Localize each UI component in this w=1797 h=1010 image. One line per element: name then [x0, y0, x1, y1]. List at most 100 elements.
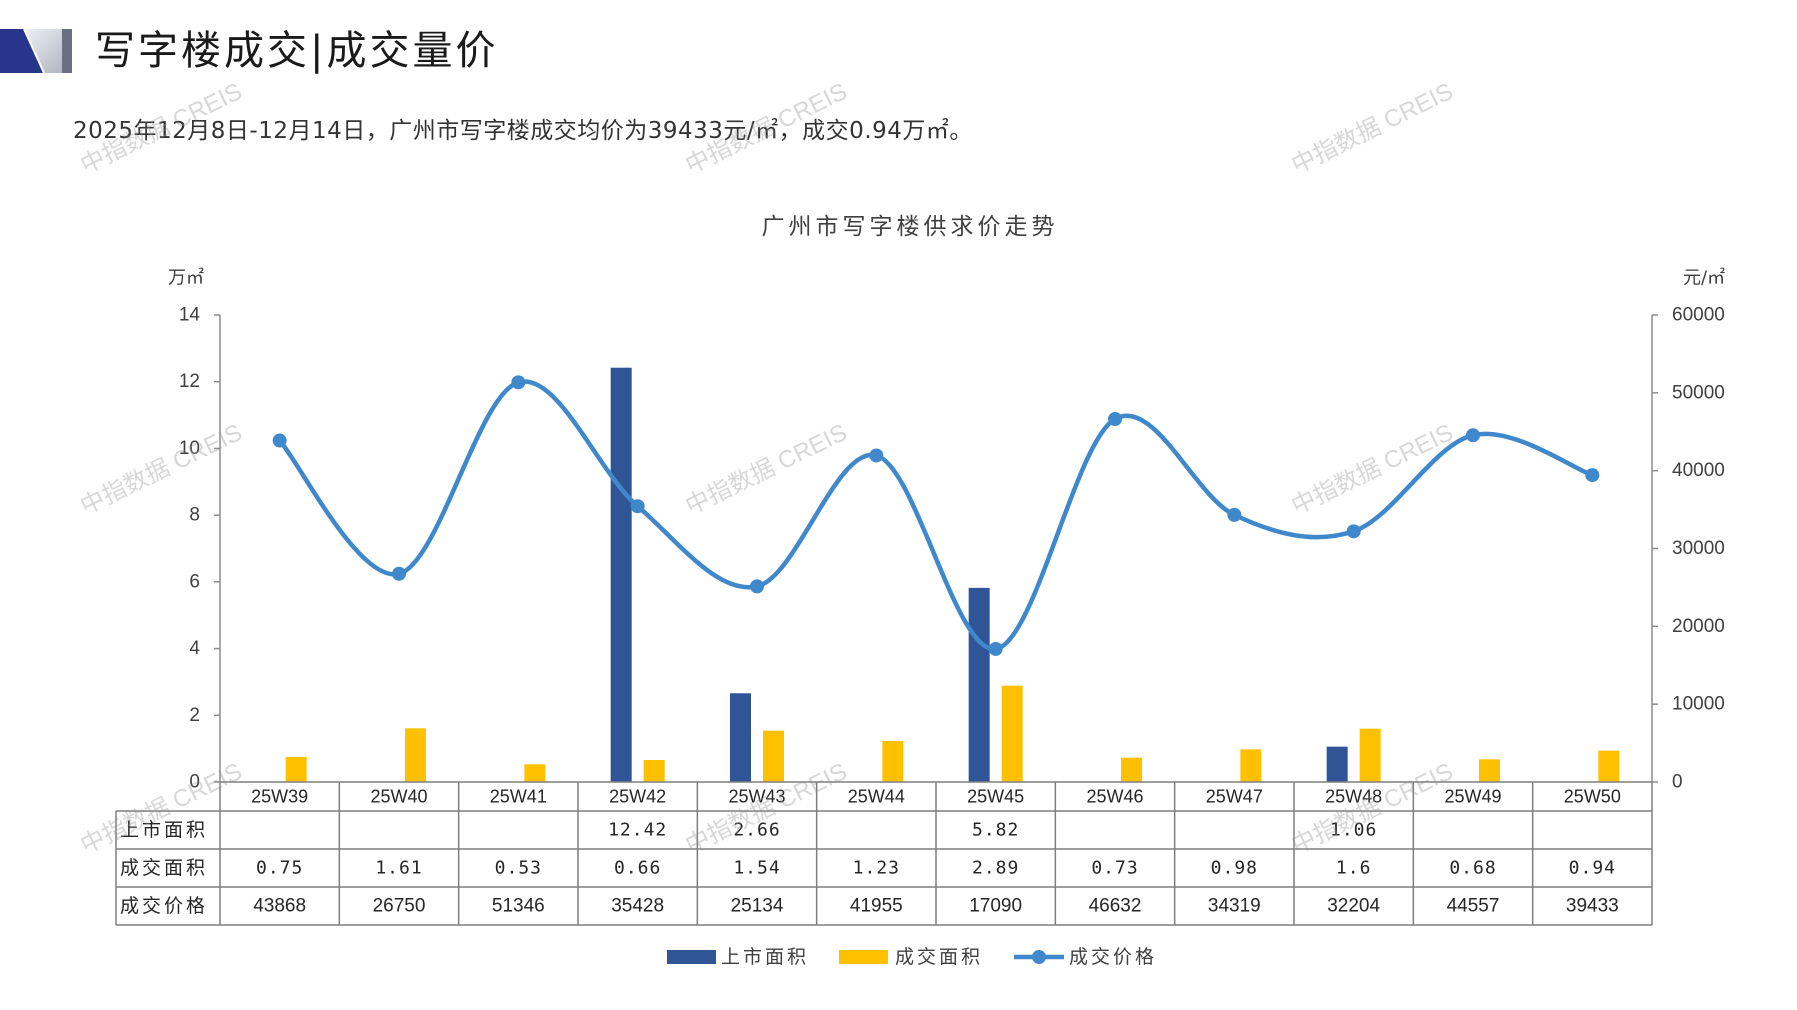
price-marker	[869, 448, 884, 463]
price-marker	[630, 499, 645, 514]
y-right-tick-label: 20000	[1672, 616, 1725, 637]
data-table: 25W39 25W40 25W41 25W42 25W43 25W44 25W45 25W46…	[115, 781, 1653, 926]
y-left-tick-label: 6	[189, 571, 200, 592]
table-value-cell: 39433	[1566, 896, 1619, 917]
price-line	[277, 379, 1595, 652]
table-row-label-supply: 上市面积	[120, 819, 208, 841]
table-value-cell: 0.75	[256, 858, 303, 879]
table-value-cell: 1.54	[733, 858, 780, 879]
y-right-tick-label: 10000	[1672, 694, 1725, 715]
price-marker	[1108, 412, 1122, 427]
y-left-tick-label: 2	[189, 705, 200, 726]
deal-area-bar	[643, 759, 665, 782]
y-right-tick-label: 60000	[1672, 305, 1725, 326]
table-value-cell: 1.61	[375, 858, 422, 879]
page-subtitle: 2025年12月8日-12月14日，广州市写字楼成交均价为39433元/㎡，成交…	[73, 118, 973, 144]
table-value-cell: 41955	[850, 896, 903, 917]
deal-area-bar	[1001, 685, 1023, 782]
price-marker	[272, 433, 287, 448]
table-value-cell: 0.66	[614, 858, 661, 879]
table-value-cell: 1.06	[1330, 820, 1377, 841]
chart-title: 广州市写字楼供求价走势	[762, 214, 1059, 240]
logo-light-shape	[24, 29, 72, 73]
y-left-tick-label: 14	[179, 305, 201, 326]
table-week-label: 25W43	[728, 787, 785, 807]
table-week-label: 25W40	[370, 787, 427, 807]
table-week-label: 25W48	[1325, 787, 1382, 807]
logo-primary-shape	[0, 29, 44, 73]
table-week-label: 25W47	[1206, 787, 1263, 807]
bar-series	[285, 367, 1620, 782]
y-left-axis-unit: 万㎡	[168, 267, 204, 289]
price-marker	[988, 641, 1003, 656]
table-row-label-deal-area: 成交面积	[120, 857, 208, 879]
table-week-label: 25W46	[1086, 787, 1143, 807]
deal-area-bar	[1121, 757, 1142, 782]
legend: 上市面积 成交面积 成交价格	[667, 946, 1157, 968]
y-left-tick-label: 12	[179, 371, 200, 392]
table-value-cell: 26750	[373, 896, 426, 917]
table-value-cell: 2.89	[972, 858, 1019, 879]
table-value-cell: 35428	[611, 896, 664, 917]
legend-swatch-deal-area	[839, 950, 888, 964]
table-week-label: 25W44	[848, 787, 905, 807]
price-marker	[392, 566, 406, 581]
table-value-cell: 0.68	[1449, 858, 1496, 879]
y-right-tick-label: 40000	[1672, 460, 1725, 481]
table-value-cell: 0.73	[1091, 858, 1138, 879]
price-marker	[511, 375, 526, 390]
table-week-label: 25W49	[1444, 787, 1501, 807]
supply-area-bar	[610, 367, 632, 782]
y-right-tick-label: 0	[1672, 772, 1683, 793]
table-week-label: 25W45	[967, 787, 1024, 807]
supply-area-bar	[1326, 746, 1348, 782]
supply-area-bar	[730, 693, 751, 782]
y-left-tick-label: 8	[189, 505, 200, 526]
table-week-label: 25W39	[251, 787, 308, 807]
table-value-cell: 46632	[1089, 896, 1142, 917]
deal-area-bar	[1479, 759, 1500, 782]
supply-area-bar	[968, 587, 990, 782]
table-value-cell: 0.98	[1211, 858, 1258, 879]
table-value-cell: 25134	[731, 896, 784, 917]
y-right-axis-unit: 元/㎡	[1683, 267, 1725, 289]
deal-area-bar	[1598, 750, 1620, 782]
deal-area-bar	[524, 764, 546, 782]
axis-ticks: 0 2 4 6 8 10 12 14 0 10000 20000 30000 40000 50000 600…	[179, 305, 1725, 793]
table-value-cell: 5.82	[972, 820, 1019, 841]
deal-area-bar	[1359, 728, 1381, 782]
price-marker	[1585, 468, 1600, 483]
page-title: 写字楼成交|成交量价	[95, 28, 499, 74]
legend-label-price: 成交价格	[1069, 946, 1157, 968]
line-series	[272, 375, 1600, 656]
deal-area-bar	[1240, 749, 1262, 782]
table-value-cell: 0.53	[495, 858, 542, 879]
table-value-cell: 1.23	[853, 858, 900, 879]
price-marker	[1346, 524, 1361, 539]
y-left-tick-label: 4	[189, 638, 200, 659]
deal-area-bar	[882, 740, 904, 782]
logo-dark-strip	[62, 29, 72, 73]
table-value-cell: 1.6	[1336, 858, 1372, 879]
price-marker	[1466, 428, 1480, 443]
table-value-cell: 32204	[1327, 896, 1380, 917]
price-marker	[750, 579, 764, 594]
logo-divider	[23, 29, 45, 73]
table-value-cell: 17090	[969, 896, 1022, 917]
table-value-cell: 0.94	[1569, 858, 1616, 879]
logo-graphic	[0, 29, 72, 73]
legend-label-supply: 上市面积	[721, 946, 809, 968]
table-week-label: 25W42	[609, 787, 666, 807]
price-marker	[1227, 507, 1242, 522]
deal-area-bar	[285, 756, 307, 782]
table-week-label: 25W50	[1564, 787, 1621, 807]
table-value-cell: 51346	[492, 896, 545, 917]
y-right-tick-label: 30000	[1672, 538, 1725, 559]
y-left-tick-label: 0	[189, 772, 200, 793]
table-value-cell: 2.66	[733, 820, 780, 841]
deal-area-bar	[405, 728, 426, 782]
table-week-label: 25W41	[490, 787, 547, 807]
table-value-cell: 43868	[253, 896, 306, 917]
